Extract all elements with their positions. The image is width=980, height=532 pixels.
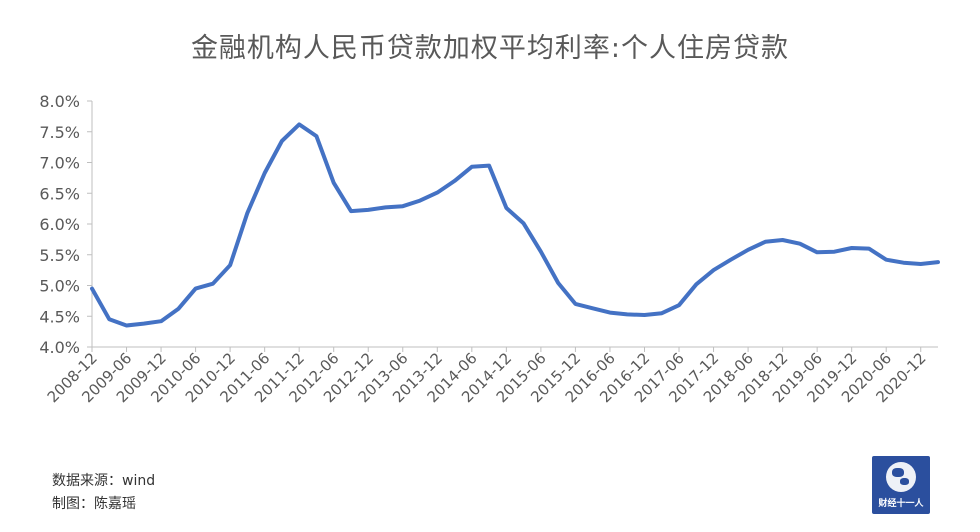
y-tick-label: 7.0%	[39, 154, 80, 173]
y-tick-label: 4.0%	[39, 338, 80, 357]
y-tick-label: 5.0%	[39, 277, 80, 296]
globe-icon	[886, 462, 916, 492]
plot-area	[90, 122, 940, 328]
y-tick-label: 7.5%	[39, 123, 80, 142]
brand-logo: 财经十一人	[872, 456, 930, 514]
y-axis: 4.0% 4.5% 5.0% 5.5% 6.0% 6.5% 7.0% 7.5% 8.0%	[39, 92, 93, 357]
line-chart: 4.0% 4.5% 5.0% 5.5% 6.0% 6.5% 7.0% 7.5% 8.0% 200…	[39, 92, 940, 406]
y-tick-label: 6.0%	[39, 215, 80, 234]
chart-author-note: 制图：陈嘉瑶	[52, 496, 136, 512]
y-tick-label: 6.5%	[39, 184, 80, 203]
y-tick-label: 4.5%	[39, 307, 80, 326]
series-line-mortgage-rate	[90, 122, 940, 328]
brand-logo-text: 财经十一人	[878, 499, 924, 509]
y-tick-label: 5.5%	[39, 246, 80, 265]
x-axis: 2008-122009-062009-122010-062010-122011-…	[44, 346, 938, 406]
chart-title: 金融机构人民币贷款加权平均利率:个人住房贷款	[190, 33, 790, 64]
y-tick-label: 8.0%	[39, 92, 80, 111]
data-source-note: 数据来源：wind	[52, 473, 156, 489]
